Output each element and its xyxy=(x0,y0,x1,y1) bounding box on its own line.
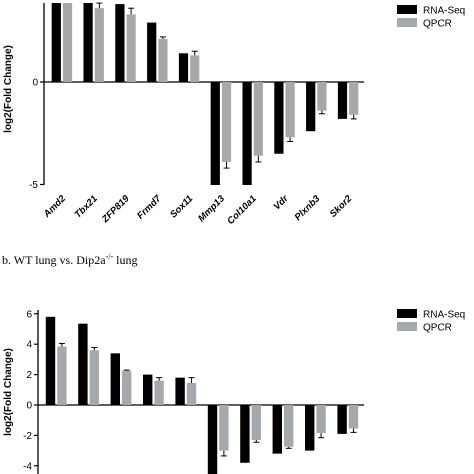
category-label: Amd2 xyxy=(41,193,69,221)
legend-label-qpcr: QPCR xyxy=(423,323,452,334)
panel-b-title-superscript: -/- xyxy=(105,252,114,261)
bar-rnaseq xyxy=(175,377,185,405)
bar-rnaseq xyxy=(51,3,61,82)
bar-rnaseq xyxy=(305,405,315,451)
bar-rnaseq xyxy=(207,405,218,474)
bar-rnaseq xyxy=(143,374,153,405)
legend-label-rnaseq: RNA-Seq xyxy=(423,6,465,17)
bar-qpcr xyxy=(317,82,327,111)
y-tick-label: 4 xyxy=(26,340,32,351)
y-axis-label: log2(Fold Change) xyxy=(3,348,14,436)
bar-rnaseq xyxy=(147,22,157,82)
y-tick-label: -4 xyxy=(23,461,32,472)
bar-rnaseq xyxy=(210,82,220,185)
category-label: Mmp13 xyxy=(196,193,227,224)
category-label: Plxnb3 xyxy=(293,193,323,223)
bar-qpcr xyxy=(186,382,197,405)
y-tick-label: 0 xyxy=(32,78,38,89)
panel-b-title-prefix: b. WT lung vs. Dip2a xyxy=(2,253,106,267)
bar-rnaseq xyxy=(78,323,88,405)
category-label: Frmd7 xyxy=(135,193,164,222)
bar-qpcr xyxy=(154,380,164,405)
bar-rnaseq xyxy=(337,405,347,434)
legend-swatch-qpcr xyxy=(397,322,417,331)
bar-qpcr xyxy=(285,82,295,138)
category-label: Sox11 xyxy=(168,193,195,220)
chart-panel-a: -5 0 log2(Fold Change) Amd2 Tbx21 ZFP819 Frmd7… xyxy=(3,2,465,227)
bar-rnaseq xyxy=(306,82,316,132)
bar-qpcr xyxy=(316,405,326,434)
bar-qpcr xyxy=(126,14,136,83)
bar-qpcr xyxy=(158,38,168,82)
bar-rnaseq xyxy=(337,82,348,119)
bar-qpcr xyxy=(251,405,261,440)
bar-qpcr xyxy=(219,405,229,451)
y-tick-label: 6 xyxy=(26,309,32,320)
bar-qpcr xyxy=(221,82,232,162)
category-label: Skor2 xyxy=(328,193,355,220)
y-tick-label: -5 xyxy=(29,180,38,191)
bar-qpcr xyxy=(348,405,359,429)
bar-qpcr xyxy=(349,82,359,115)
panel-b-title-suffix: lung xyxy=(113,253,138,267)
chart-panel-b: -4 -2 0 2 4 6 log2(Fold Change) RNA-Seq QPCR xyxy=(3,309,465,474)
bar-qpcr xyxy=(89,350,99,405)
legend-label-rnaseq: RNA-Seq xyxy=(423,310,465,321)
bar-rnaseq xyxy=(274,82,284,154)
bar-rnaseq xyxy=(272,405,282,454)
bar-qpcr xyxy=(190,55,200,82)
y-tick-label: -2 xyxy=(23,431,32,442)
bar-rnaseq xyxy=(178,53,189,82)
bar-qpcr xyxy=(57,346,67,405)
legend-swatch-rnaseq xyxy=(397,5,417,14)
bar-rnaseq xyxy=(242,82,252,185)
bar-qpcr xyxy=(284,405,294,447)
bar-rnaseq xyxy=(45,316,56,405)
category-label: Col10a1 xyxy=(225,193,259,227)
bar-rnaseq xyxy=(115,4,125,83)
category-label: ZFP819 xyxy=(99,193,132,226)
category-label: Vdr xyxy=(272,192,292,212)
legend-swatch-rnaseq xyxy=(397,309,417,318)
bar-qpcr xyxy=(94,8,104,83)
y-tick-label: 0 xyxy=(26,401,32,412)
legend-swatch-qpcr xyxy=(397,18,417,27)
legend-label-qpcr: QPCR xyxy=(423,19,452,30)
bar-qpcr xyxy=(253,82,263,156)
bar-rnaseq xyxy=(83,3,93,82)
bar-qpcr xyxy=(62,3,73,82)
y-axis-label: log2(Fold Change) xyxy=(3,45,14,133)
bar-rnaseq xyxy=(110,353,120,405)
panel-b-title: b. WT lung vs. Dip2a-/- lung xyxy=(2,252,137,268)
y-tick-label: 2 xyxy=(26,370,32,381)
bar-qpcr xyxy=(122,370,132,405)
bar-rnaseq xyxy=(240,405,250,463)
category-label: Tbx21 xyxy=(73,193,100,220)
